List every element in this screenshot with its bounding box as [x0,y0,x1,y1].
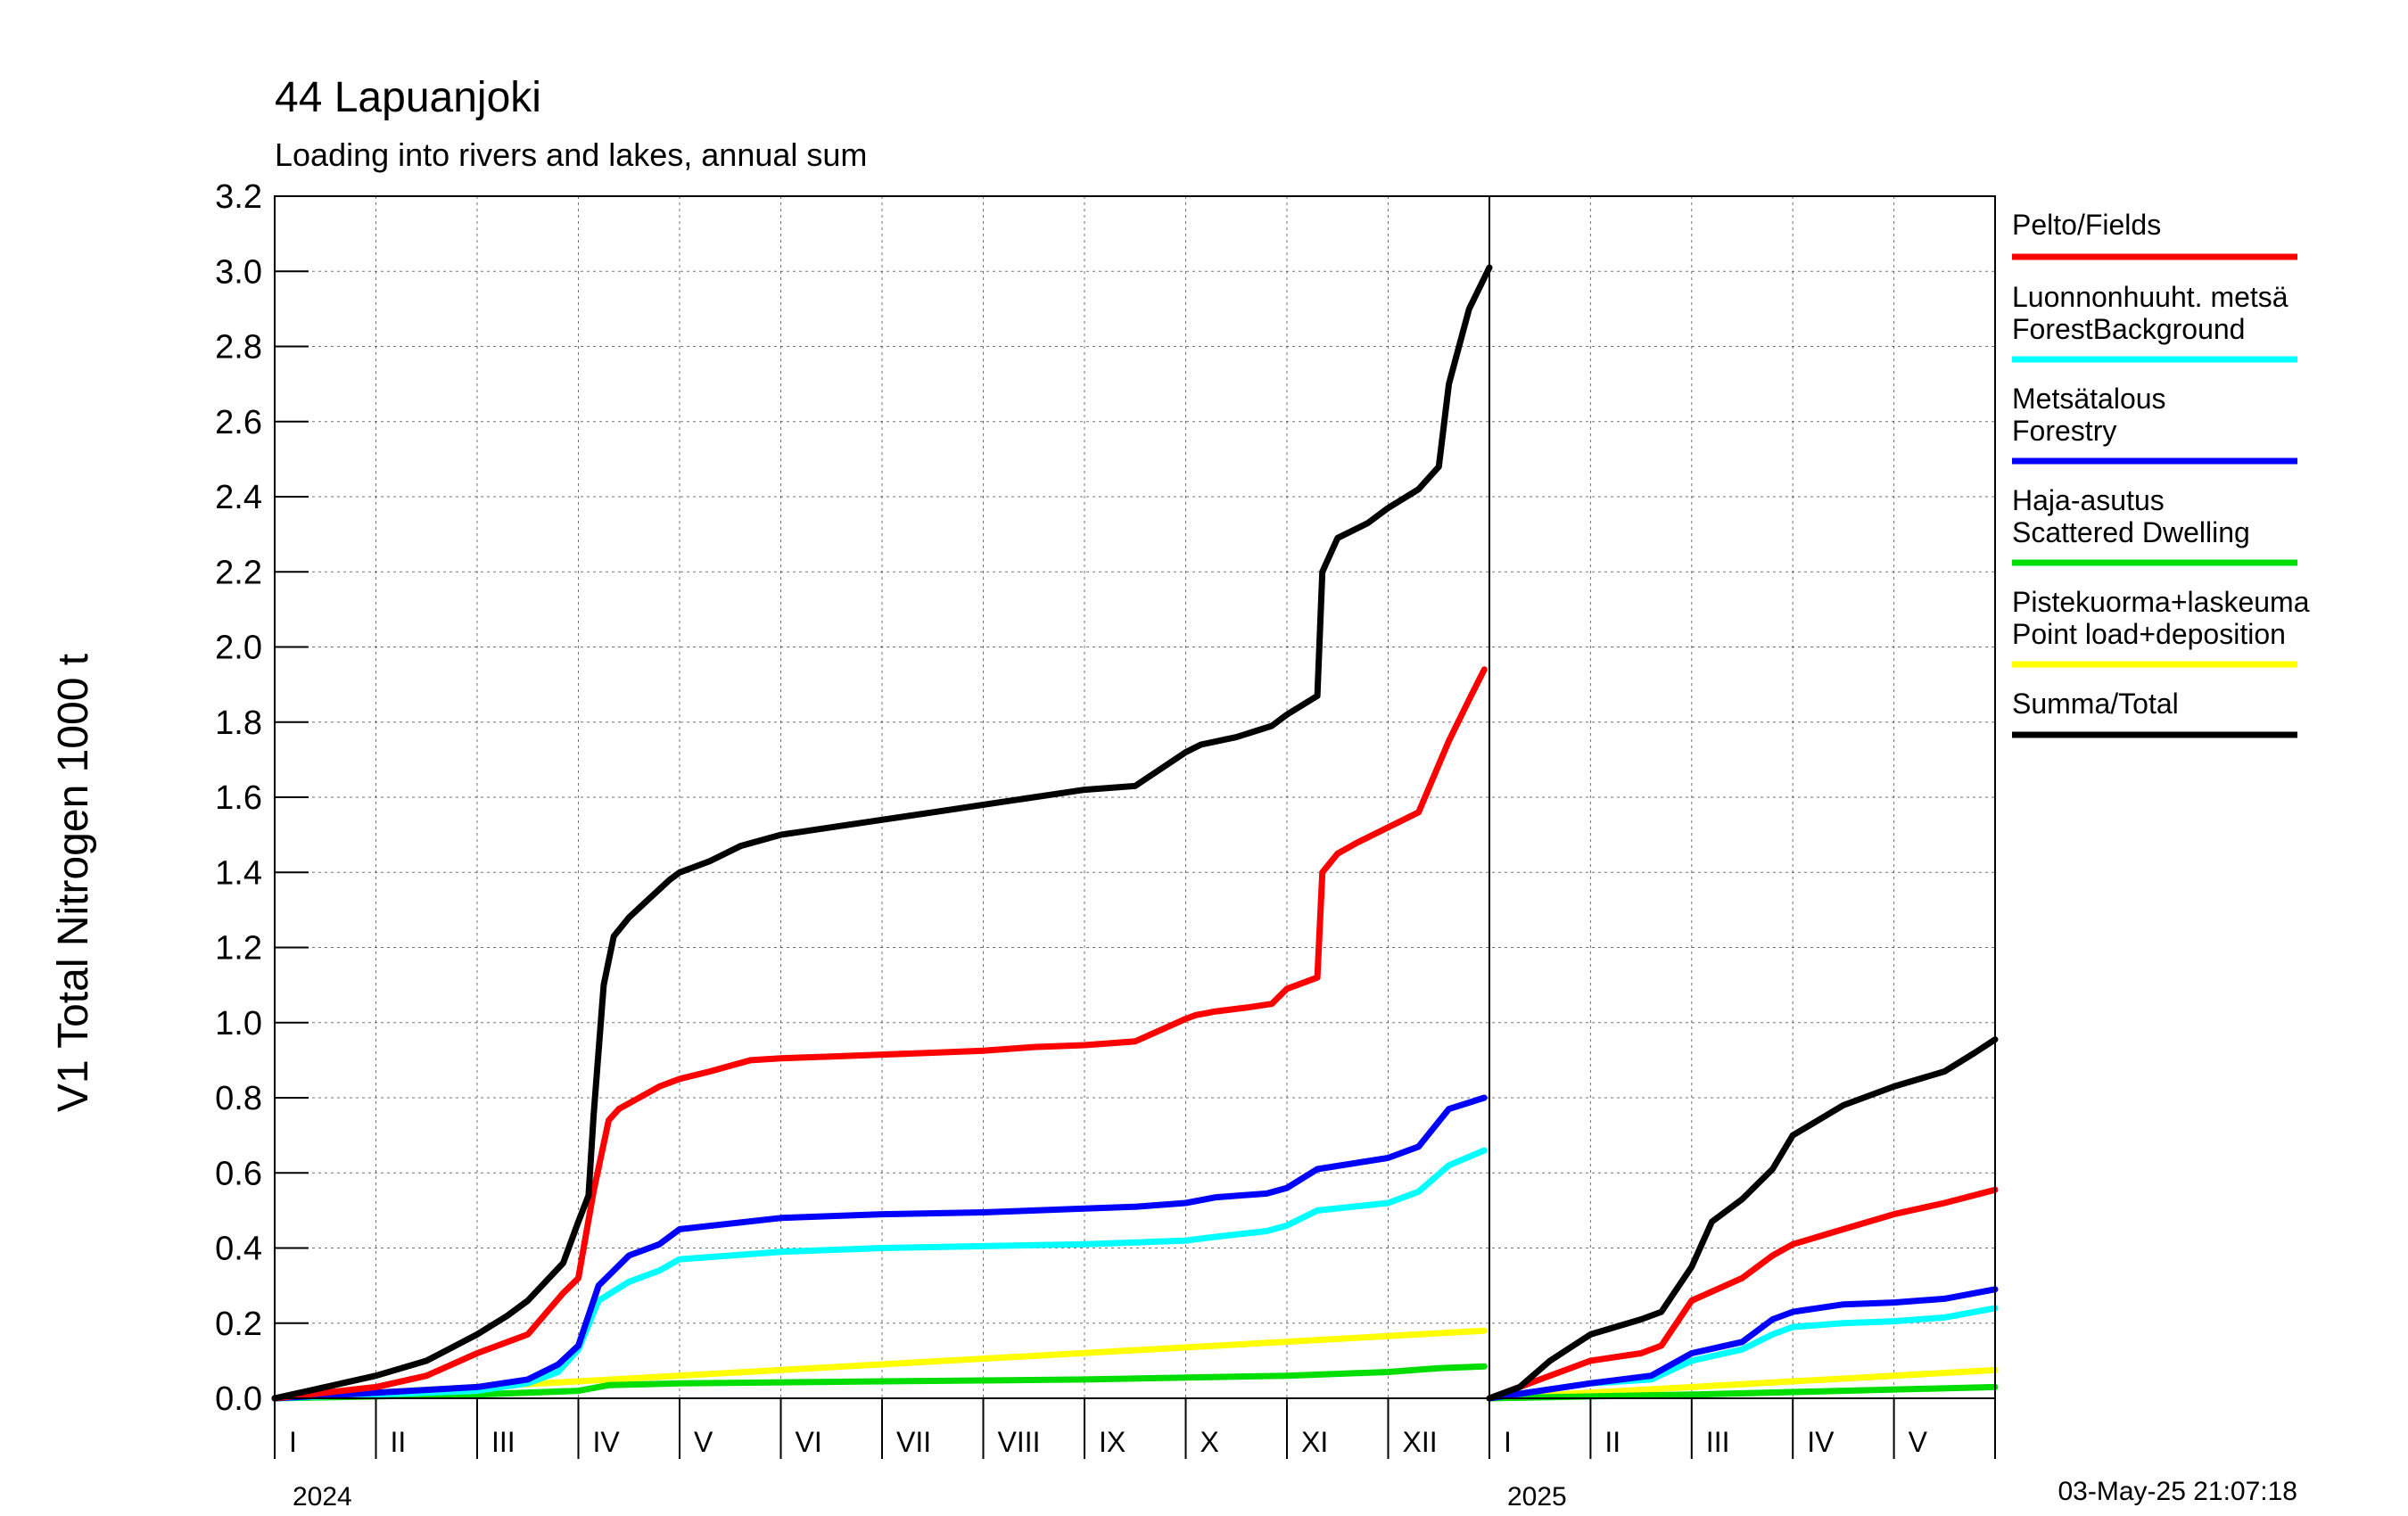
series-line-total-2024 [271,264,1493,1402]
y-tick-label: 1.6 [215,779,262,817]
legend-entry-label: Scattered Dwelling [2012,516,2250,548]
legend-entry-label: ForestBackground [2012,313,2245,345]
legend-entry-label: Pistekuorma+laskeuma [2012,586,2310,618]
series-line-fields-2024 [271,666,1488,1402]
y-tick-label: 2.2 [215,554,262,591]
month-label: I [289,1426,297,1458]
y-tick-label: 0.6 [215,1155,262,1192]
y-tick-label: 2.6 [215,404,262,441]
month-label: X [1200,1426,1219,1458]
y-tick-label: 0.4 [215,1231,262,1268]
y-tick-label: 1.0 [215,1005,262,1042]
chart-title: 44 Lapuanjoki [275,74,541,121]
series-lines [271,264,1999,1402]
y-tick-label: 0.8 [215,1080,262,1117]
timestamp: 03-May-25 21:07:18 [2058,1477,2297,1506]
month-label: VI [796,1426,822,1458]
y-tick-label: 2.0 [215,630,262,667]
series-line-fields-2025 [1486,1186,1999,1402]
legend-entry-label: Point load+deposition [2012,618,2286,650]
legend-entry-label: Pelto/Fields [2012,209,2161,241]
y-tick-label: 0.0 [215,1380,262,1418]
month-label: III [1706,1426,1730,1458]
month-label: V [694,1426,713,1458]
month-label: XII [1403,1426,1438,1458]
year-label: 2025 [1507,1482,1567,1512]
month-label: II [391,1426,407,1458]
series-line-forestry-2025 [1486,1286,1999,1402]
series-line-scattered_dwelling-2025 [1486,1383,1999,1402]
month-label: III [491,1426,515,1458]
month-label: IV [1807,1426,1835,1458]
month-label: XI [1301,1426,1328,1458]
series-line-forest_background-2024 [271,1147,1488,1402]
legend-entry-label: Metsätalous [2012,383,2166,415]
series-line-total-2025 [1486,1036,1999,1402]
y-tick-label: 2.8 [215,329,262,367]
y-axis-label: V1 Total Nitrogen 1000 t [50,654,97,1112]
legend: Pelto/Fields Luonnonhuuht. metsäForestBac… [2012,209,2310,738]
month-label: I [1504,1426,1512,1458]
panel-frame-2025 [1489,195,1996,1399]
axes: 0.0 0.2 0.4 0.6 0.8 1.0 1.2 1.4 1.6 1.8 2.0 2.2 2.4 2… [215,178,1996,1512]
month-label: VIII [998,1426,1041,1458]
y-tick-label: 0.2 [215,1306,262,1343]
legend-entry-label: Haja-asutus [2012,484,2165,516]
month-label: IX [1099,1426,1126,1458]
y-tick-label: 1.2 [215,930,262,968]
y-tick-label: 3.0 [215,253,262,291]
grid [275,195,1995,1398]
chart-subtitle: Loading into rivers and lakes, annual su… [275,136,867,173]
month-label: IV [593,1426,621,1458]
year-label: 2024 [293,1482,352,1512]
y-tick-label: 3.2 [215,178,262,216]
month-label: VII [896,1426,931,1458]
series-line-scattered_dwelling-2024 [271,1363,1488,1402]
y-tick-label: 2.4 [215,479,262,516]
y-tick-label: 1.4 [215,854,262,892]
series-line-point_load-2025 [1486,1366,1999,1402]
legend-entry-label: Luonnonhuuht. metsä [2012,281,2288,313]
series-line-forestry-2024 [271,1094,1488,1402]
y-tick-label: 1.8 [215,704,262,742]
month-label: II [1604,1426,1620,1458]
legend-entry-label: Forestry [2012,415,2116,447]
legend-entry-label: Summa/Total [2012,688,2179,720]
month-label: V [1909,1426,1928,1458]
